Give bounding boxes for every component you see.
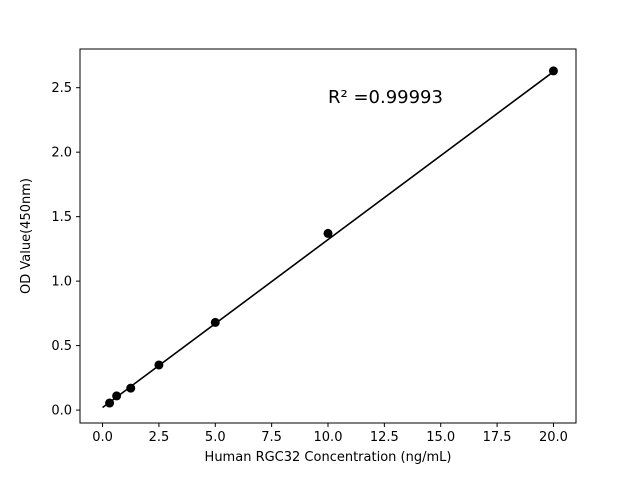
x-tick-label: 2.5 [149, 430, 170, 445]
data-point [112, 391, 122, 401]
data-point [154, 360, 164, 370]
y-tick-label: 0.0 [51, 404, 72, 419]
x-tick-label: 15.0 [426, 430, 455, 445]
r-squared-annotation: R² =0.99993 [328, 87, 443, 108]
data-point [126, 383, 136, 393]
y-tick-label: 1.5 [51, 210, 72, 225]
data-point [105, 398, 115, 408]
data-point [323, 228, 333, 238]
y-tick-label: 2.5 [51, 81, 72, 96]
data-point [210, 317, 220, 327]
x-axis-label: Human RGC32 Concentration (ng/mL) [205, 450, 452, 465]
y-tick-label: 2.0 [51, 146, 72, 161]
x-tick-label: 20.0 [539, 430, 568, 445]
plot-frame [79, 48, 577, 424]
x-tick-label: 0.0 [92, 430, 113, 445]
y-axis-label: OD Value(450nm) [19, 178, 34, 294]
x-tick-label: 7.5 [261, 430, 282, 445]
x-tick-label: 17.5 [483, 430, 512, 445]
y-tick-label: 0.5 [51, 339, 72, 354]
y-tick-label: 1.0 [51, 275, 72, 290]
data-point [548, 66, 558, 76]
x-tick-label: 5.0 [205, 430, 226, 445]
fit-line [102, 71, 554, 409]
x-tick-label: 10.0 [314, 430, 343, 445]
x-tick-label: 12.5 [370, 430, 399, 445]
